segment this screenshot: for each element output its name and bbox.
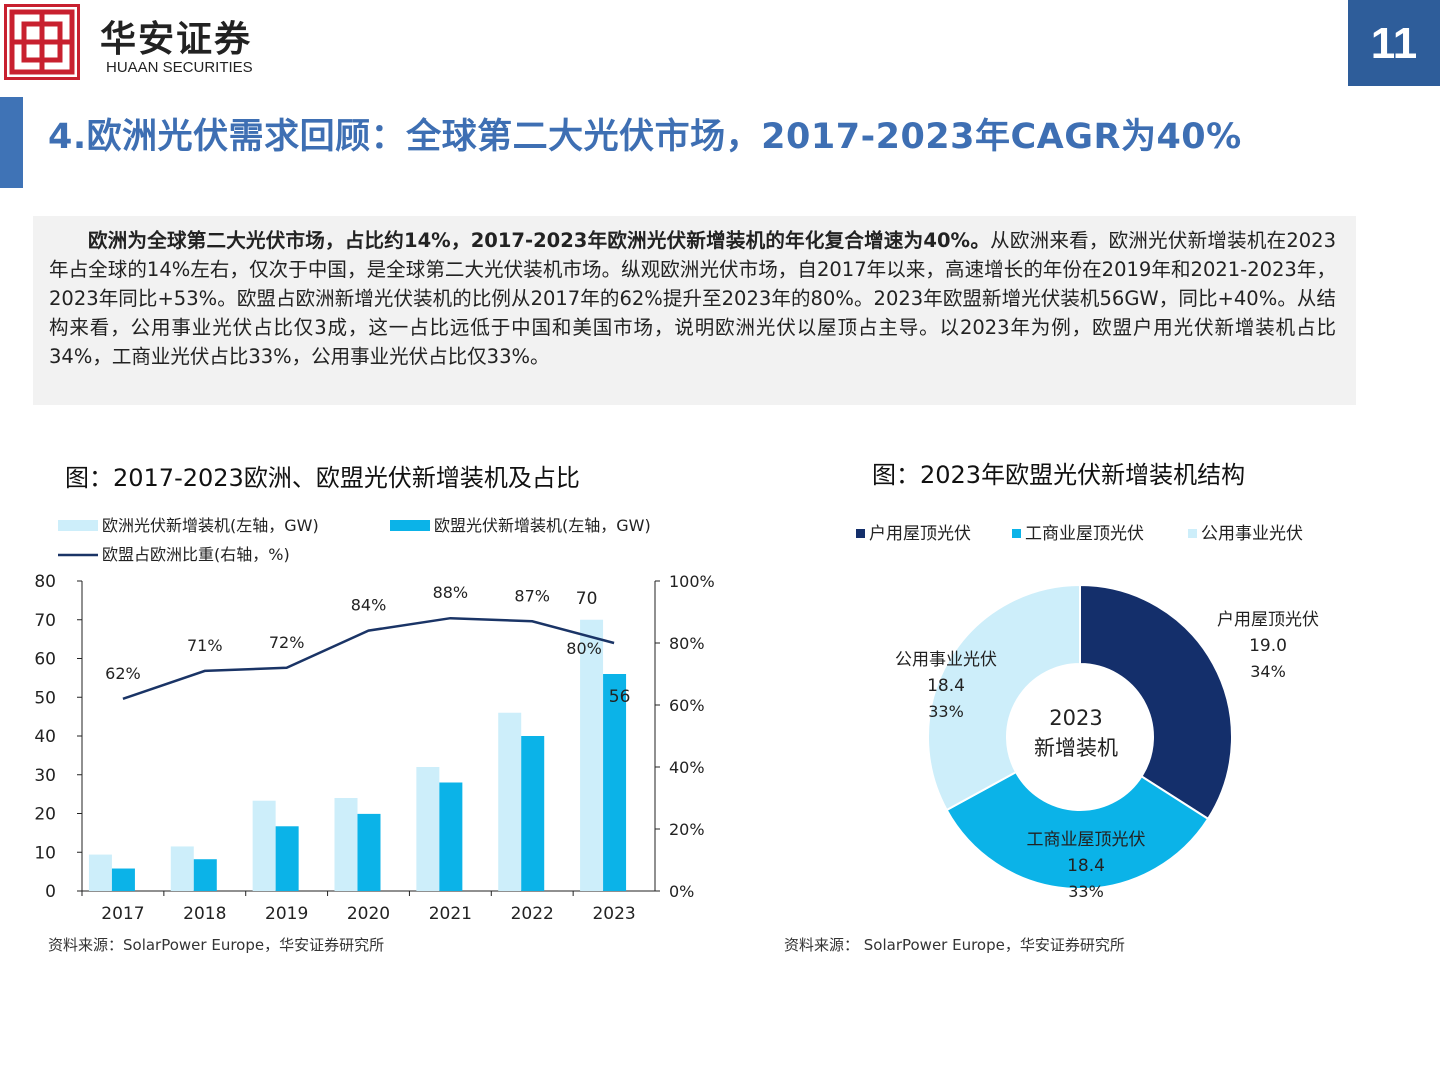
legend-label-2: 公用事业光伏 (1201, 524, 1303, 544)
legend-swatch-1 (390, 520, 430, 531)
donut-center-caption: 新增装机 (1034, 736, 1118, 760)
y2-tick-label: 60% (669, 696, 705, 715)
legend-swatch-0 (856, 529, 865, 538)
y-tick-label: 30 (34, 766, 56, 786)
line-data-label: 62% (105, 664, 141, 683)
bar-europe (252, 800, 276, 891)
slice-name-label: 工商业屋顶光伏 (1027, 830, 1146, 850)
y2-tick-label: 20% (669, 820, 705, 839)
bar-chart-title: 图：2017-2023欧洲、欧盟光伏新增装机及占比 (65, 464, 580, 492)
bar-europe (416, 767, 440, 891)
y-tick-label: 10 (34, 843, 56, 863)
legend-swatch-1 (1012, 529, 1021, 538)
legend-label-1: 工商业屋顶光伏 (1025, 524, 1144, 544)
slice-pct-label: 33% (1068, 882, 1104, 901)
page-number: 11 (1348, 0, 1440, 86)
x-tick-label: 2023 (592, 904, 635, 924)
donut-slice-0 (1079, 583, 1233, 821)
bar-europe (498, 712, 522, 891)
bar-europe (580, 619, 604, 891)
legend-label-0: 欧洲光伏新增装机(左轴，GW) (102, 516, 319, 535)
legend-label-2: 欧盟占欧洲比重(右轴，%) (102, 545, 290, 564)
line-data-label: 84% (351, 596, 387, 615)
huaan-logo-icon (4, 4, 80, 80)
bar-europe (170, 846, 194, 891)
bar-eu (439, 782, 463, 891)
summary-bold: 欧洲为全球第二大光伏市场，占比约14%，2017-2023年欧洲光伏新增装机的年… (88, 229, 991, 252)
brand-name-en: HUAAN SECURITIES (106, 59, 253, 76)
bar-eu (357, 813, 381, 891)
bar-data-label: 70 (576, 589, 598, 609)
y2-tick-label: 100% (669, 572, 715, 591)
y-tick-label: 50 (34, 688, 56, 708)
brand-name-cn: 华安证券 (100, 18, 253, 60)
bar-data-label: 56 (609, 687, 631, 707)
donut-slice-1 (945, 770, 1210, 890)
eu-share-line (122, 616, 615, 700)
donut-chart: 户用屋顶光伏 工商业屋顶光伏 公用事业光伏户用屋顶光伏19.034%工商业屋顶光伏1… (856, 524, 1319, 901)
y2-tick-label: 80% (669, 634, 705, 653)
slice-value-label: 18.4 (927, 676, 965, 696)
y-tick-label: 70 (34, 611, 56, 631)
slice-name-label: 公用事业光伏 (895, 650, 997, 670)
x-tick-label: 2022 (511, 904, 554, 924)
bar-eu (521, 736, 545, 891)
bar-line-chart: 欧洲光伏新增装机(左轴，GW) 欧盟光伏新增装机(左轴，GW) 欧盟占欧洲比重(右轴… (34, 516, 715, 924)
line-data-label: 72% (269, 633, 305, 652)
page-title: 4.欧洲光伏需求回顾：全球第二大光伏市场，2017-2023年CAGR为40% (48, 117, 1242, 157)
bar-europe (88, 854, 112, 891)
bar-eu (111, 868, 135, 891)
legend-swatch-0 (58, 520, 98, 531)
bar-eu (603, 674, 627, 891)
donut-center-year: 2023 (1049, 706, 1102, 730)
x-tick-label: 2020 (347, 904, 390, 924)
slice-value-label: 18.4 (1067, 856, 1105, 876)
x-tick-label: 2021 (429, 904, 472, 924)
slice-pct-label: 33% (928, 702, 964, 721)
bar-europe (334, 798, 358, 891)
x-tick-label: 2017 (101, 904, 144, 924)
donut-chart-title: 图：2023年欧盟光伏新增装机结构 (872, 461, 1246, 489)
slice-name-label: 户用屋顶光伏 (1217, 610, 1319, 630)
y-tick-label: 0 (45, 882, 56, 902)
summary-box: 欧洲为全球第二大光伏市场，占比约14%，2017-2023年欧洲光伏新增装机的年… (33, 216, 1356, 405)
donut-chart-source: 资料来源： SolarPower Europe，华安证券研究所 (784, 936, 1125, 954)
y-tick-label: 60 (34, 650, 56, 670)
line-data-label: 88% (433, 583, 469, 602)
x-tick-label: 2019 (265, 904, 308, 924)
title-accent-bar (0, 97, 23, 188)
slice-pct-label: 34% (1250, 662, 1286, 681)
donut-slice-2 (927, 583, 1081, 812)
y2-tick-label: 0% (669, 882, 694, 901)
summary-text: 从欧洲来看，欧洲光伏新增装机在2023年占全球的14%左右，仅次于中国，是全球第… (49, 229, 1336, 368)
legend-swatch-2 (1188, 529, 1197, 538)
y-tick-label: 40 (34, 727, 56, 747)
line-data-label: 87% (514, 586, 550, 605)
line-data-label: 80% (566, 639, 602, 658)
y-tick-label: 80 (34, 572, 56, 592)
legend-label-1: 欧盟光伏新增装机(左轴，GW) (434, 516, 651, 535)
slice-value-label: 19.0 (1249, 636, 1287, 656)
y-tick-label: 20 (34, 805, 56, 825)
y2-tick-label: 40% (669, 758, 705, 777)
bar-eu (275, 826, 299, 891)
legend-label-0: 户用屋顶光伏 (869, 524, 971, 544)
bar-eu (193, 859, 217, 891)
x-tick-label: 2018 (183, 904, 226, 924)
line-data-label: 71% (187, 636, 223, 655)
bar-chart-source: 资料来源：SolarPower Europe，华安证券研究所 (48, 936, 385, 954)
